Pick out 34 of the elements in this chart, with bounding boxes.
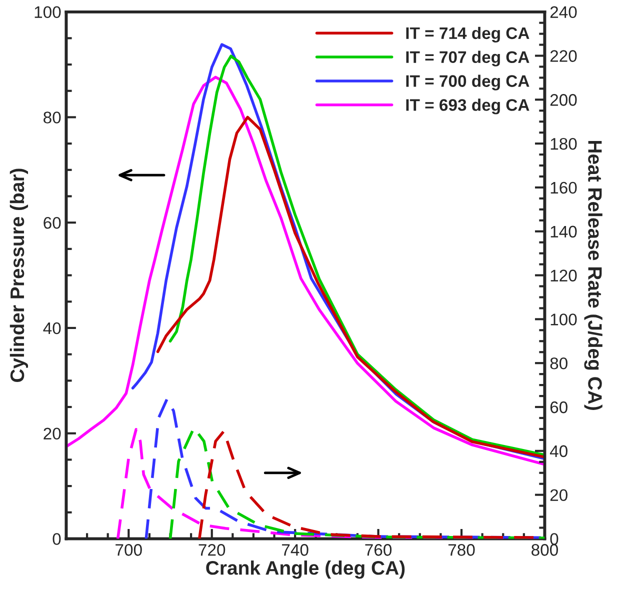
x-tick-label: 760 [365, 544, 392, 556]
line-series [156, 116, 545, 458]
y-tick-label: 60 [44, 216, 61, 229]
y2-tick-label: 200 [550, 94, 577, 106]
y2-axis-title: Heat Release Rate (J/deg CA) [584, 140, 602, 410]
x-axis-title: Crank Angle (deg CA) [206, 560, 405, 579]
x-tick-label: 700 [116, 544, 142, 556]
legend-label: IT = 700 deg CA [406, 74, 530, 90]
y-tick-label: 20 [44, 428, 61, 440]
y2-tick-label: 40 [550, 445, 568, 458]
y2-tick-label: 180 [550, 138, 577, 150]
y2-tick-label: 160 [550, 182, 577, 194]
y2-tick-label: 20 [550, 489, 568, 502]
line-series [66, 76, 545, 466]
y-tick-label: 80 [44, 112, 61, 124]
x-tick-label: 740 [282, 544, 308, 556]
legend-label: IT = 714 deg CA [406, 26, 530, 42]
y2-tick-label: 140 [550, 226, 577, 238]
y-tick-label: 100 [34, 6, 61, 18]
legend-label: IT = 693 deg CA [406, 98, 530, 114]
y2-tick-label: 240 [550, 6, 577, 18]
x-tick-label: 780 [448, 544, 475, 556]
y2-tick-label: 100 [550, 314, 577, 326]
x-tick-label: 800 [532, 544, 558, 556]
legend-label: IT = 707 deg CA [406, 50, 530, 66]
x-tick-label: 720 [198, 544, 226, 556]
y2-tick-label: 80 [550, 357, 568, 370]
y2-tick-label: 60 [550, 401, 568, 414]
y2-tick-label: 220 [550, 50, 577, 62]
y2-tick-label: 120 [550, 270, 577, 282]
y2-tick-label: 0 [550, 533, 558, 545]
y-tick-label: 0 [52, 533, 61, 545]
y-tick-label: 40 [43, 322, 61, 334]
y-axis-title: Cylinder Pressure (bar) [10, 168, 28, 382]
